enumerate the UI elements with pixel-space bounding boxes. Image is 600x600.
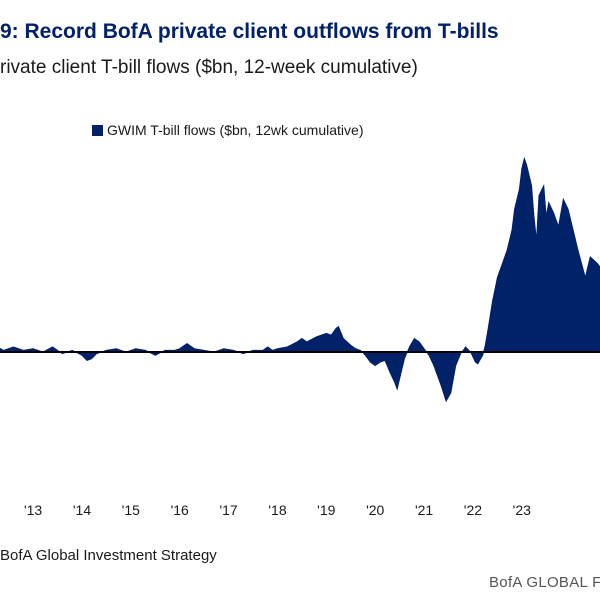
chart-subtitle: rivate client T-bill flows ($bn, 12-week… [0, 57, 418, 78]
x-tick-label: '14 [73, 502, 91, 518]
brand-footer: BofA GLOBAL F [489, 574, 600, 591]
chart-legend: GWIM T-bill flows ($bn, 12wk cumulative) [92, 122, 363, 138]
series-area-0 [0, 156, 600, 403]
x-tick-label: '18 [268, 502, 286, 518]
x-tick-label: '21 [415, 502, 433, 518]
x-tick-label: '13 [24, 502, 42, 518]
x-tick-label: '22 [464, 502, 482, 518]
legend-label: GWIM T-bill flows ($bn, 12wk cumulative) [107, 122, 364, 138]
x-tick-label: '17 [219, 502, 237, 518]
x-tick-label: '19 [317, 502, 335, 518]
source-note: BofA Global Investment Strategy [0, 547, 217, 564]
chart-title: 9: Record BofA private client outflows f… [0, 20, 499, 43]
x-tick-label: '23 [513, 502, 531, 518]
x-tick-label: '15 [122, 502, 140, 518]
x-tick-label: '20 [366, 502, 384, 518]
x-tick-label: '16 [171, 502, 189, 518]
legend-swatch [92, 124, 103, 136]
